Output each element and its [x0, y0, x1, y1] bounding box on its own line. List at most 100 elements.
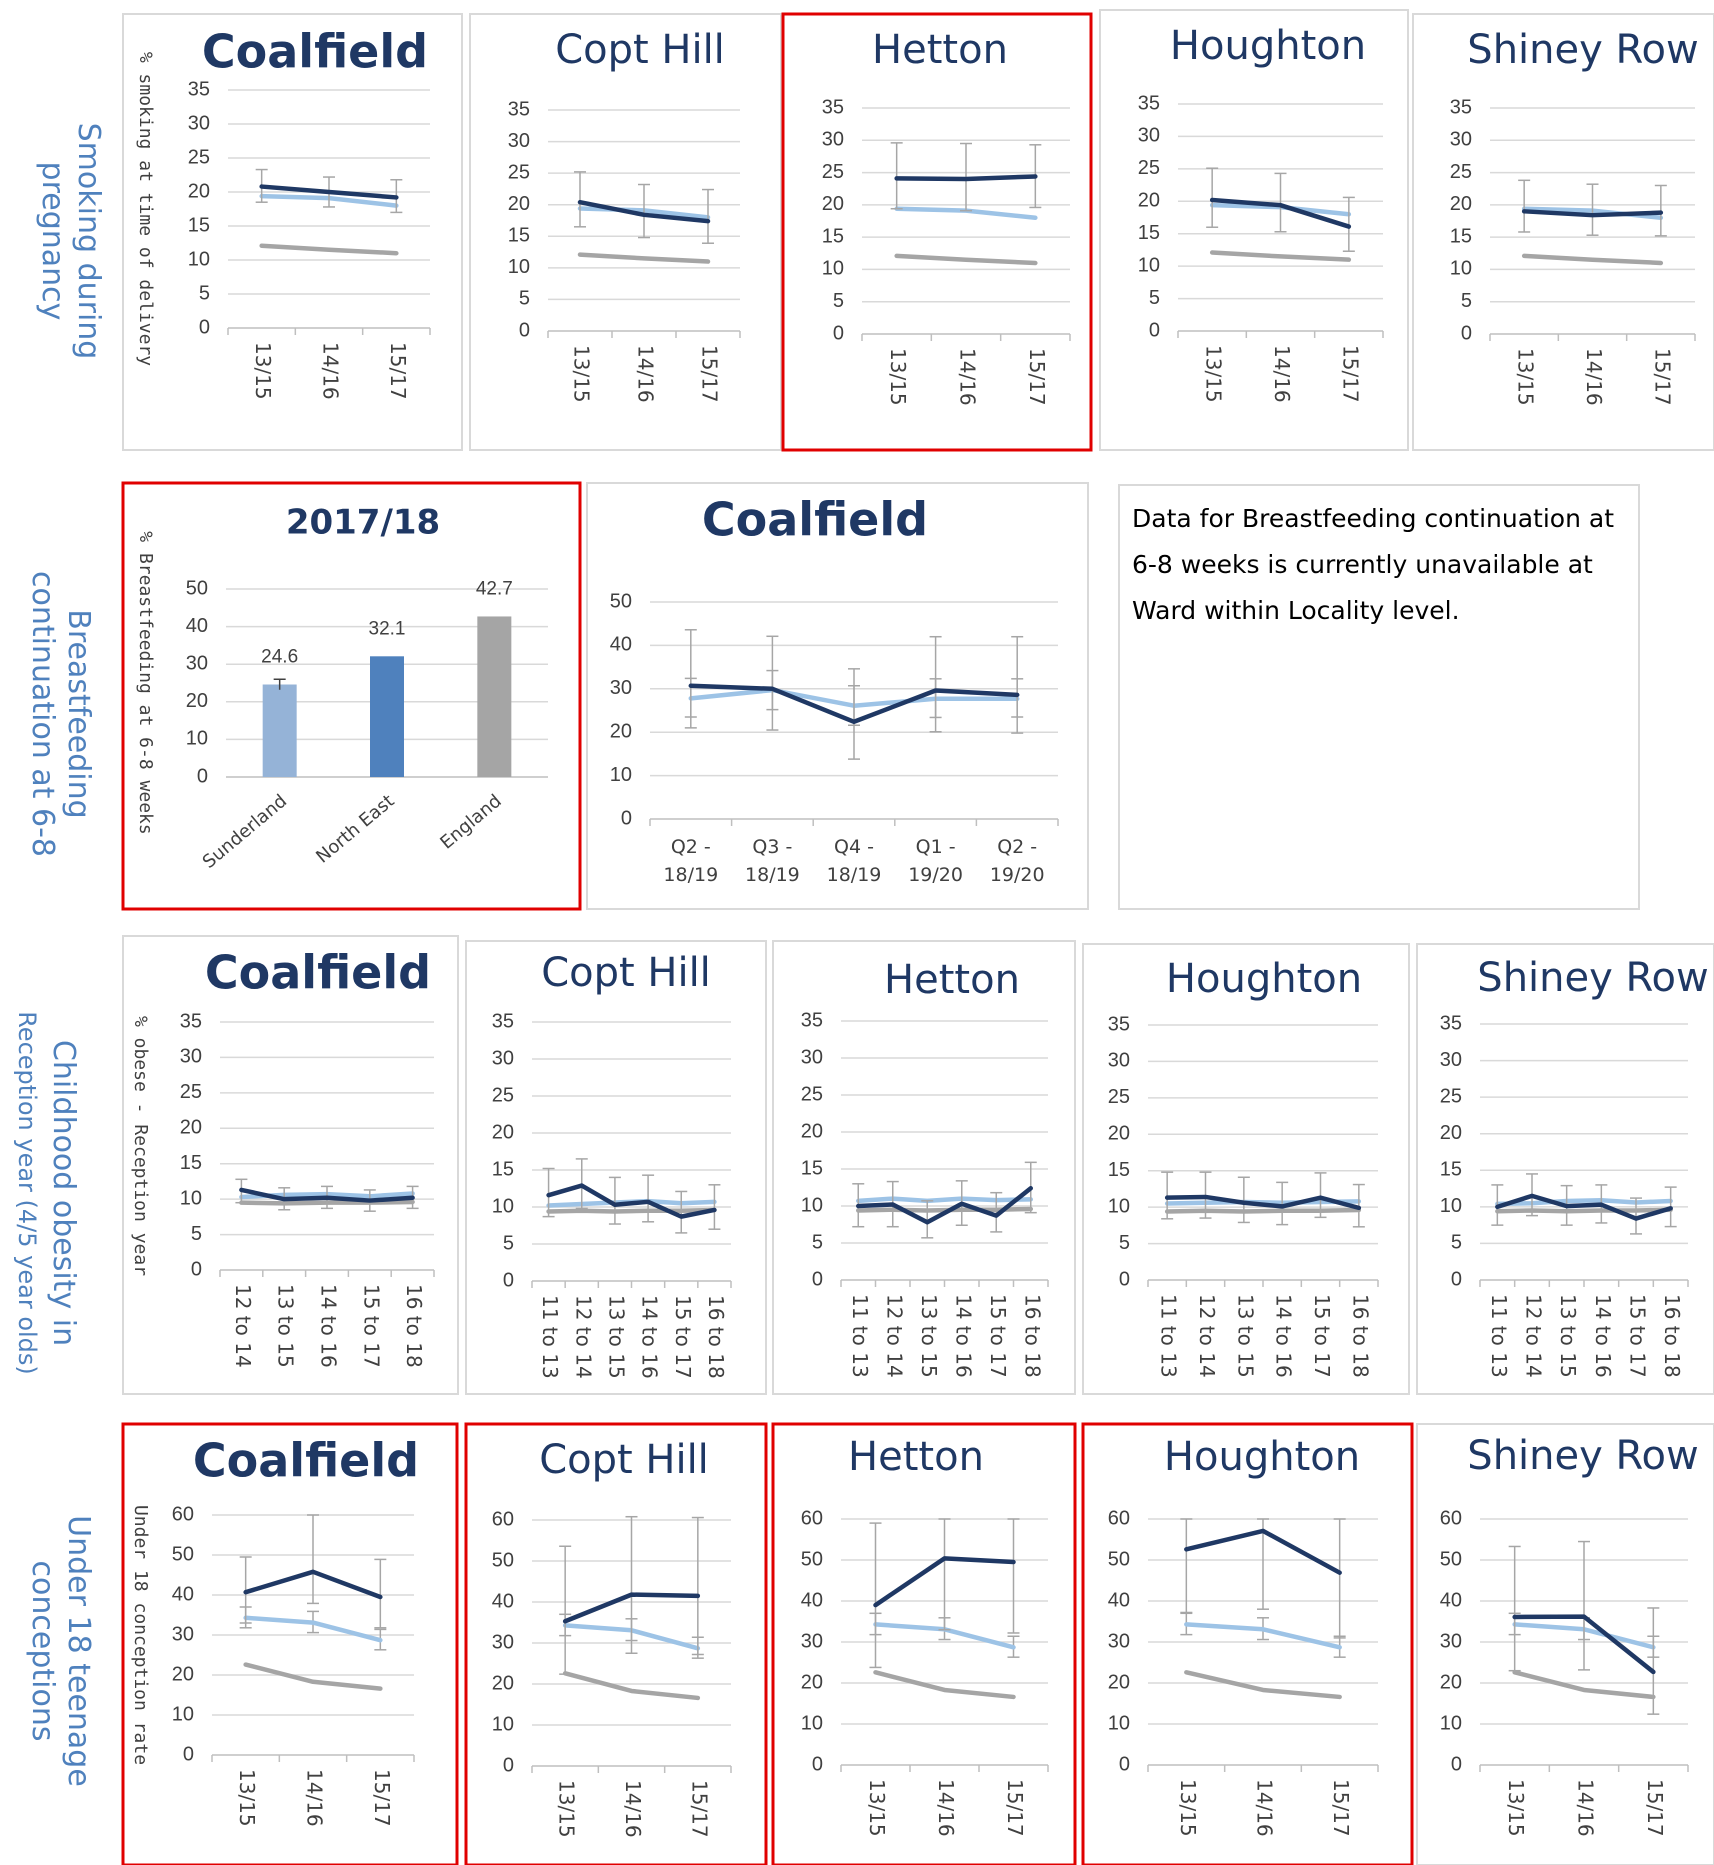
y-tick-label: 60 — [172, 1503, 194, 1525]
series-line-light — [243, 1615, 383, 1643]
chart-frame — [469, 13, 782, 451]
data-label: 24.6 — [261, 647, 298, 668]
series-line-dark — [1521, 209, 1664, 218]
y-tick-label: 35 — [180, 1010, 202, 1032]
x-tick-label: 13/15 — [555, 1780, 579, 1838]
y-tick-label: 0 — [812, 1753, 823, 1775]
y-tick-label: 10 — [188, 248, 210, 270]
x-tick-label: 14 to 16 — [951, 1294, 975, 1378]
chart-tc-copthill: Copt Hill 0 10 20 30 40 50 60 13/15 14/16 15/17 — [464, 1422, 768, 1865]
x-tick-label: 12 to 14 — [882, 1294, 906, 1378]
x-tick-label: Q1 - — [916, 836, 956, 858]
series-line-grey — [546, 1207, 717, 1214]
x-tick-label: 15/17 — [1650, 348, 1674, 406]
x-tick-label: 11 to 13 — [1157, 1294, 1181, 1378]
series-line-grey — [873, 1670, 1016, 1700]
bar — [262, 684, 297, 777]
series-line-dark — [546, 1183, 717, 1219]
y-tick-label: 15 — [1138, 222, 1160, 244]
series-line-dark — [562, 1592, 701, 1624]
x-tick-label: 15 to 17 — [986, 1294, 1010, 1378]
chart-ob-shineyrow: Shiney Row 0 5 10 15 20 25 30 35 11 to 13 12 to 14… — [1416, 943, 1714, 1395]
y-tick-label: 25 — [1108, 1086, 1130, 1108]
y-tick-label: 20 — [172, 1663, 194, 1685]
y-tick-label: 0 — [1451, 1753, 1462, 1775]
x-tick-label: 14 to 16 — [1591, 1294, 1615, 1378]
x-tick-label: 15/17 — [687, 1780, 711, 1838]
chart-title: Copt Hill — [555, 27, 725, 73]
y-tick-label: 10 — [1450, 258, 1472, 280]
y-tick-label: 5 — [503, 1232, 514, 1254]
chart-title: Coalfield — [193, 1434, 419, 1488]
y-tick-label: 50 — [610, 590, 632, 612]
y-tick-label: 15 — [1450, 225, 1472, 247]
y-tick-label: 0 — [812, 1268, 823, 1290]
y-tick-label: 30 — [508, 130, 530, 152]
chart-ob-coalfield: Coalfield 0 5 10 15 20 25 30 35 % obese - Recepti… — [122, 935, 459, 1395]
y-tick-label: 15 — [1108, 1159, 1130, 1181]
chart-smk-hetton: Hetton 0 5 10 15 20 25 30 35 13/15 14/16 15/17 — [781, 12, 1093, 452]
y-tick-label: 15 — [822, 225, 844, 247]
y-tick-label: 30 — [1450, 129, 1472, 151]
y-tick-label: 0 — [621, 807, 632, 829]
x-tick-label: 13/15 — [1504, 1779, 1528, 1837]
x-tick-label: 13/15 — [570, 345, 594, 403]
x-tick-label: 13/15 — [1202, 345, 1226, 403]
x-tick-label: 14/16 — [1574, 1779, 1598, 1837]
data-label: 32.1 — [369, 618, 406, 639]
chart-title: Hetton — [848, 1434, 984, 1480]
y-tick-label: 15 — [492, 1158, 514, 1180]
x-tick-label: 16 to 18 — [1348, 1294, 1372, 1378]
x-tick-label: 12 to 14 — [1195, 1294, 1219, 1378]
y-tick-label: 30 — [1108, 1050, 1130, 1072]
bar — [477, 616, 512, 777]
chart-title: Coalfield — [202, 25, 428, 79]
chart-tc-shineyrow: Shiney Row 0 10 20 30 40 50 60 13/15 14/16 15/17 — [1416, 1423, 1714, 1865]
y-tick-label: 10 — [801, 1712, 823, 1734]
chart-title: Houghton — [1164, 1434, 1360, 1480]
y-tick-label: 35 — [822, 96, 844, 118]
y-tick-label: 60 — [1440, 1507, 1462, 1529]
y-tick-label: 30 — [492, 1047, 514, 1069]
y-tick-label: 10 — [1108, 1195, 1130, 1217]
y-tick-label: 40 — [1440, 1589, 1462, 1611]
y-tick-label: 25 — [801, 1083, 823, 1105]
chart-frame — [1082, 943, 1410, 1395]
x-tick-label: 14/16 — [1253, 1779, 1277, 1837]
series-line-grey — [1209, 250, 1352, 262]
y-tick-label: 5 — [1149, 287, 1160, 309]
series-line-dark — [1512, 1614, 1656, 1675]
x-tick-label: 15 to 17 — [359, 1284, 383, 1368]
chart-title: Coalfield — [702, 493, 928, 547]
y-tick-label: 5 — [191, 1223, 202, 1245]
chart-title: 2017/18 — [286, 503, 440, 543]
note-frame — [1118, 484, 1640, 910]
x-tick-label: 15 to 17 — [671, 1295, 695, 1379]
y-tick-label: 30 — [822, 129, 844, 151]
series-line-grey — [577, 252, 711, 264]
x-tick-label: 15/17 — [1025, 348, 1049, 406]
y-tick-label: 20 — [508, 193, 530, 215]
chart-bf-coalfield: Coalfield 0 10 20 30 40 50 Q2 - 18/19 Q3 - 18/19 Q4… — [586, 482, 1089, 910]
y-tick-label: 10 — [1138, 254, 1160, 276]
x-tick-label: 15/17 — [1338, 345, 1362, 403]
x-tick-label: 15 to 17 — [1310, 1294, 1334, 1378]
series-line-dark — [688, 683, 1020, 725]
series-line-dark — [1164, 1194, 1362, 1211]
x-tick-label: Q2 - — [671, 836, 711, 858]
y-tick-label: 0 — [1461, 322, 1472, 344]
y-tick-label: 30 — [186, 652, 208, 674]
y-tick-label: 60 — [492, 1508, 514, 1530]
y-tick-label: 50 — [1108, 1548, 1130, 1570]
y-tick-label: 20 — [801, 1671, 823, 1693]
chart-frame — [121, 1422, 459, 1865]
y-tick-label: 40 — [172, 1583, 194, 1605]
chart-title: Coalfield — [205, 946, 431, 1000]
x-tick-label: 14/16 — [1582, 348, 1606, 406]
series-line-grey — [243, 1662, 383, 1691]
series-line-grey — [1495, 1207, 1673, 1214]
series-line-dark — [1184, 1528, 1342, 1575]
x-tick-label: 15/17 — [1329, 1779, 1353, 1837]
y-tick-label: 0 — [1119, 1753, 1130, 1775]
